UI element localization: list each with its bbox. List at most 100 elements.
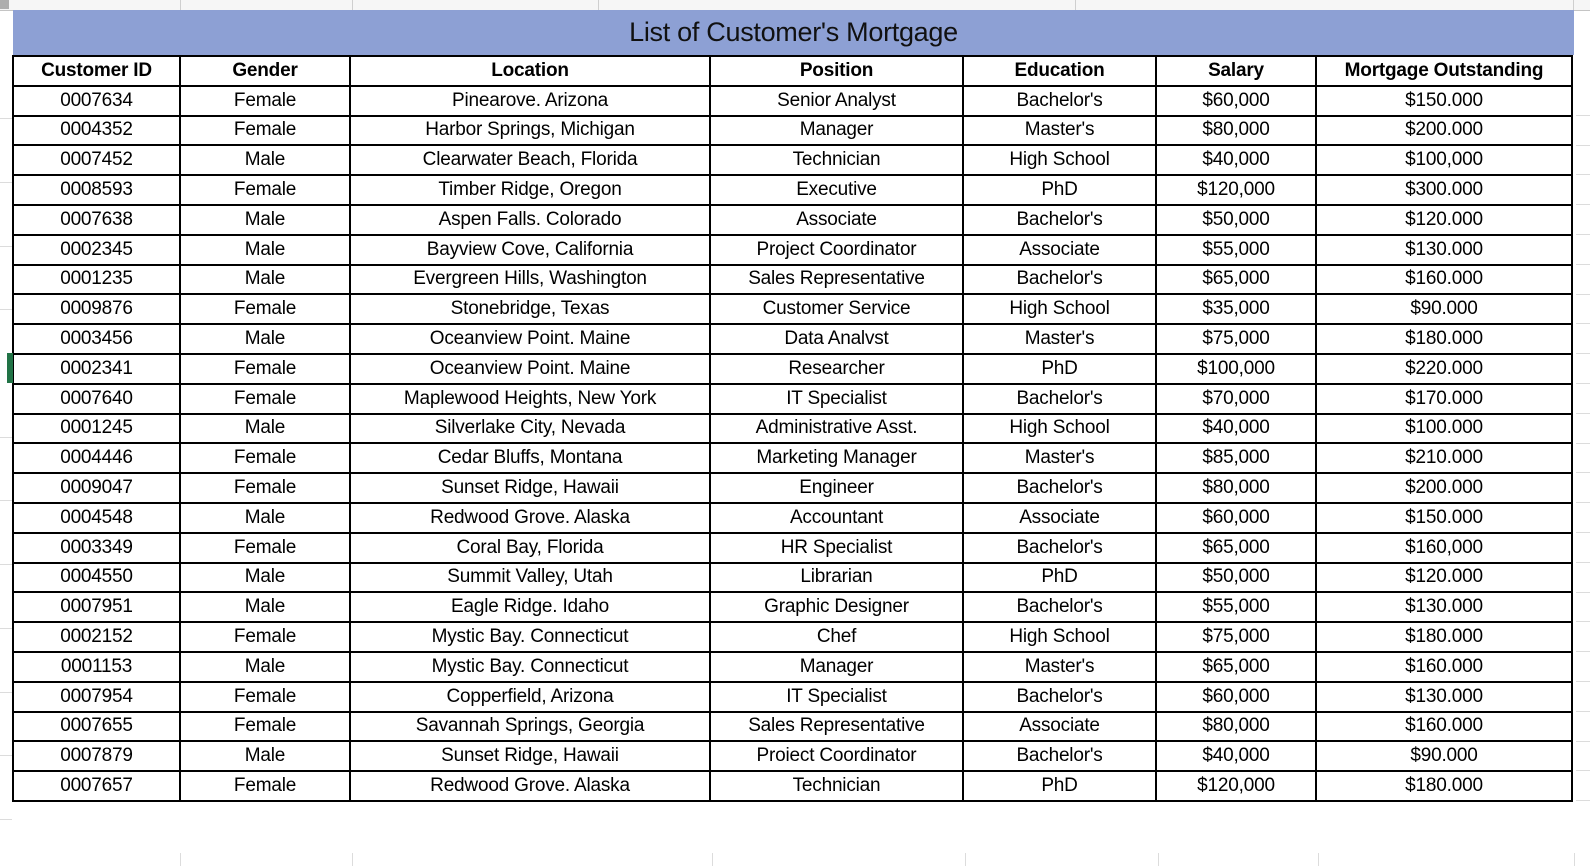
- cell-customer-id[interactable]: 0009047: [12, 472, 181, 504]
- cell-customer-id[interactable]: 0007634: [12, 84, 181, 117]
- cell-position[interactable]: Executive: [709, 174, 964, 206]
- cell-gender[interactable]: Female: [179, 710, 351, 743]
- cell-education[interactable]: Associate: [962, 233, 1157, 266]
- cell-customer-id[interactable]: 0004548: [12, 501, 181, 534]
- cell-customer-id[interactable]: 0003456: [12, 323, 181, 355]
- cell-mortgage-outstanding[interactable]: $100.000: [1315, 412, 1573, 445]
- cell-education[interactable]: Master's: [962, 114, 1157, 147]
- header-salary[interactable]: Salary: [1155, 55, 1317, 87]
- cell-customer-id[interactable]: 0008593: [12, 174, 181, 206]
- cell-gender[interactable]: Male: [179, 233, 351, 266]
- cell-position[interactable]: HR Specialist: [709, 531, 964, 564]
- cell-position[interactable]: Researcher: [709, 352, 964, 385]
- cell-customer-id[interactable]: 0007954: [12, 680, 181, 713]
- cell-education[interactable]: Master's: [962, 650, 1157, 683]
- cell-customer-id[interactable]: 0007638: [12, 203, 181, 236]
- cell-gender[interactable]: Female: [179, 472, 351, 504]
- cell-education[interactable]: Associate: [962, 710, 1157, 743]
- cell-mortgage-outstanding[interactable]: $180.000: [1315, 621, 1573, 653]
- cell-education[interactable]: Associate: [962, 501, 1157, 534]
- cell-mortgage-outstanding[interactable]: $200.000: [1315, 472, 1573, 504]
- cell-gender[interactable]: Female: [179, 382, 351, 415]
- cell-gender[interactable]: Male: [179, 650, 351, 683]
- header-mortgage-outstanding[interactable]: Mortgage Outstanding: [1315, 55, 1573, 87]
- cell-salary[interactable]: $80,000: [1155, 472, 1317, 504]
- cell-mortgage-outstanding[interactable]: $100,000: [1315, 144, 1573, 177]
- cell-mortgage-outstanding[interactable]: $130.000: [1315, 680, 1573, 713]
- cell-position[interactable]: Administrative Asst.: [709, 412, 964, 445]
- cell-salary[interactable]: $50,000: [1155, 561, 1317, 594]
- cell-customer-id[interactable]: 0002345: [12, 233, 181, 266]
- cell-education[interactable]: High School: [962, 144, 1157, 177]
- cell-mortgage-outstanding[interactable]: $210.000: [1315, 442, 1573, 475]
- cell-position[interactable]: Accountant: [709, 501, 964, 534]
- cell-customer-id[interactable]: 0002341: [12, 352, 181, 385]
- cell-mortgage-outstanding[interactable]: $220.000: [1315, 352, 1573, 385]
- cell-mortgage-outstanding[interactable]: $160.000: [1315, 710, 1573, 743]
- cell-mortgage-outstanding[interactable]: $300.000: [1315, 174, 1573, 206]
- cell-location[interactable]: Oceanview Point. Maine: [349, 323, 711, 355]
- cell-education[interactable]: High School: [962, 293, 1157, 326]
- cell-salary[interactable]: $75,000: [1155, 323, 1317, 355]
- cell-position[interactable]: Data Analvst: [709, 323, 964, 355]
- cell-position[interactable]: Engineer: [709, 472, 964, 504]
- cell-location[interactable]: Redwood Grove. Alaska: [349, 770, 711, 802]
- cell-salary[interactable]: $120,000: [1155, 770, 1317, 802]
- cell-mortgage-outstanding[interactable]: $160.000: [1315, 650, 1573, 683]
- cell-salary[interactable]: $40,000: [1155, 144, 1317, 177]
- cell-salary[interactable]: $120,000: [1155, 174, 1317, 206]
- cell-position[interactable]: Manager: [709, 114, 964, 147]
- cell-location[interactable]: Silverlake City, Nevada: [349, 412, 711, 445]
- cell-position[interactable]: Customer Service: [709, 293, 964, 326]
- cell-location[interactable]: Clearwater Beach, Florida: [349, 144, 711, 177]
- cell-customer-id[interactable]: 0007655: [12, 710, 181, 743]
- cell-gender[interactable]: Female: [179, 442, 351, 475]
- cell-salary[interactable]: $55,000: [1155, 591, 1317, 624]
- cell-mortgage-outstanding[interactable]: $150.000: [1315, 84, 1573, 117]
- cell-customer-id[interactable]: 0007452: [12, 144, 181, 177]
- cell-gender[interactable]: Male: [179, 561, 351, 594]
- cell-mortgage-outstanding[interactable]: $160,000: [1315, 531, 1573, 564]
- cell-education[interactable]: PhD: [962, 352, 1157, 385]
- cell-location[interactable]: Bayview Cove, California: [349, 233, 711, 266]
- cell-customer-id[interactable]: 0007951: [12, 591, 181, 624]
- cell-gender[interactable]: Female: [179, 352, 351, 385]
- cell-position[interactable]: Technician: [709, 770, 964, 802]
- cell-location[interactable]: Maplewood Heights, New York: [349, 382, 711, 415]
- cell-position[interactable]: Graphic Designer: [709, 591, 964, 624]
- cell-location[interactable]: Summit Valley, Utah: [349, 561, 711, 594]
- cell-gender[interactable]: Female: [179, 114, 351, 147]
- cell-education[interactable]: Bachelor's: [962, 531, 1157, 564]
- cell-customer-id[interactable]: 0002152: [12, 621, 181, 653]
- cell-salary[interactable]: $80,000: [1155, 114, 1317, 147]
- cell-position[interactable]: Marketing Manager: [709, 442, 964, 475]
- cell-location[interactable]: Savannah Springs, Georgia: [349, 710, 711, 743]
- cell-location[interactable]: Harbor Springs, Michigan: [349, 114, 711, 147]
- cell-gender[interactable]: Male: [179, 591, 351, 624]
- cell-salary[interactable]: $55,000: [1155, 233, 1317, 266]
- cell-mortgage-outstanding[interactable]: $120.000: [1315, 561, 1573, 594]
- cell-education[interactable]: Bachelor's: [962, 203, 1157, 236]
- cell-mortgage-outstanding[interactable]: $150.000: [1315, 501, 1573, 534]
- cell-education[interactable]: Master's: [962, 442, 1157, 475]
- cell-mortgage-outstanding[interactable]: $90.000: [1315, 293, 1573, 326]
- cell-mortgage-outstanding[interactable]: $180.000: [1315, 323, 1573, 355]
- cell-gender[interactable]: Male: [179, 501, 351, 534]
- cell-customer-id[interactable]: 0001153: [12, 650, 181, 683]
- cell-mortgage-outstanding[interactable]: $130.000: [1315, 591, 1573, 624]
- cell-customer-id[interactable]: 0001245: [12, 412, 181, 445]
- cell-salary[interactable]: $80,000: [1155, 710, 1317, 743]
- cell-customer-id[interactable]: 0004352: [12, 114, 181, 147]
- cell-mortgage-outstanding[interactable]: $200.000: [1315, 114, 1573, 147]
- cell-salary[interactable]: $40,000: [1155, 740, 1317, 773]
- cell-gender[interactable]: Male: [179, 412, 351, 445]
- cell-gender[interactable]: Male: [179, 323, 351, 355]
- cell-education[interactable]: High School: [962, 412, 1157, 445]
- cell-gender[interactable]: Female: [179, 621, 351, 653]
- cell-gender[interactable]: Female: [179, 84, 351, 117]
- cell-gender[interactable]: Male: [179, 263, 351, 296]
- cell-salary[interactable]: $60,000: [1155, 84, 1317, 117]
- cell-education[interactable]: Bachelor's: [962, 740, 1157, 773]
- cell-customer-id[interactable]: 0003349: [12, 531, 181, 564]
- cell-education[interactable]: Bachelor's: [962, 382, 1157, 415]
